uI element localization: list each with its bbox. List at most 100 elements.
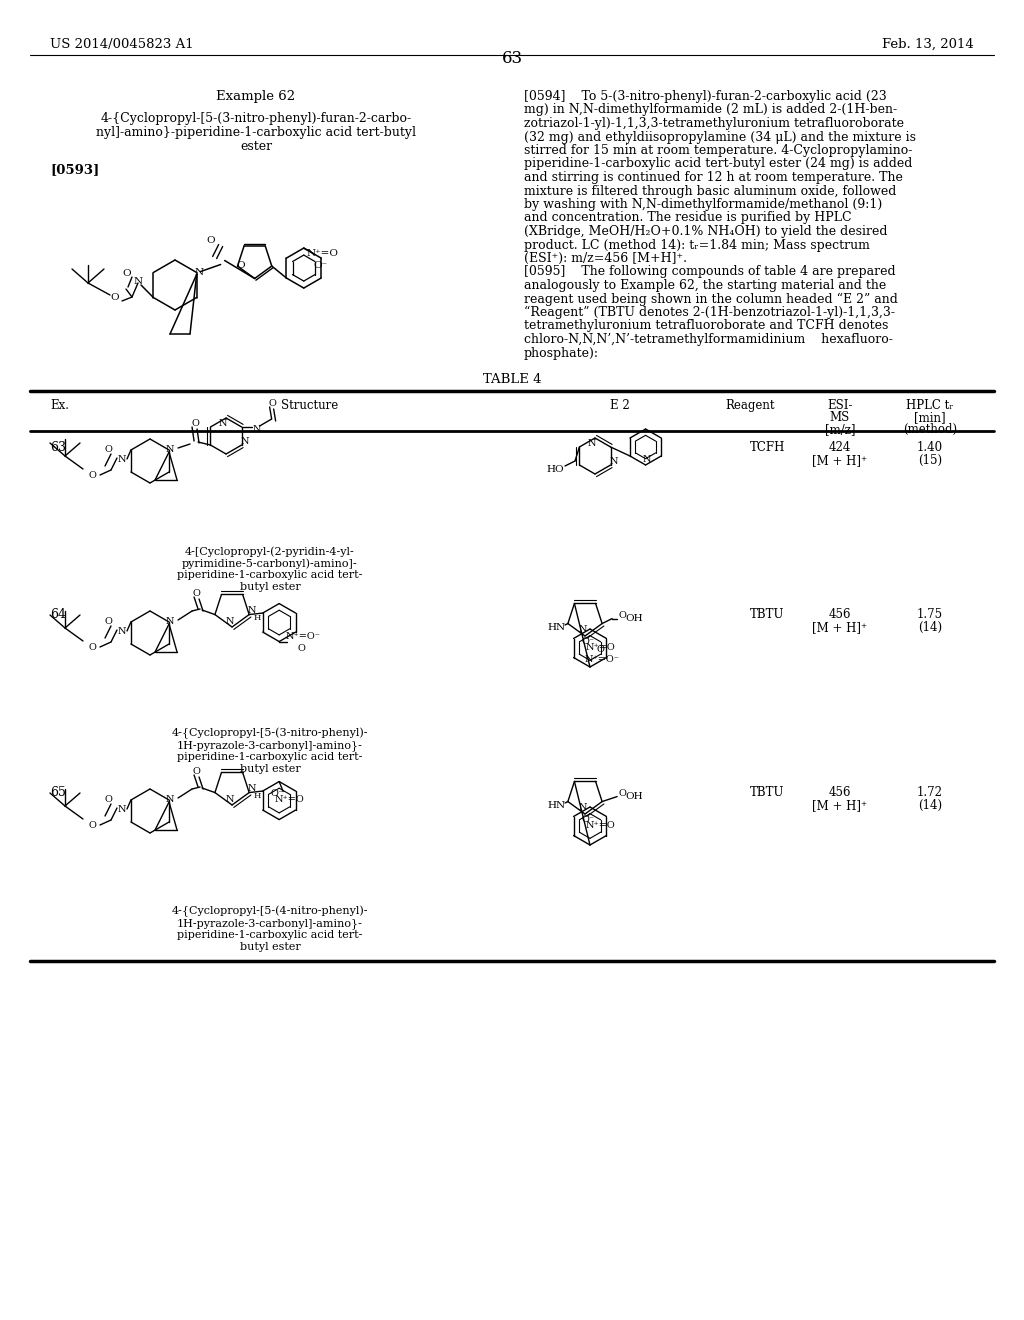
Text: OH: OH	[626, 792, 643, 801]
Text: Feb. 13, 2014: Feb. 13, 2014	[883, 38, 974, 51]
Text: mg) in N,N-dimethylformamide (2 mL) is added 2-(1H-ben-: mg) in N,N-dimethylformamide (2 mL) is a…	[524, 103, 897, 116]
Text: product. LC (method 14): tᵣ=1.84 min; Mass spectrum: product. LC (method 14): tᵣ=1.84 min; Ma…	[524, 239, 869, 252]
Text: 64: 64	[50, 609, 66, 620]
Text: N: N	[226, 795, 234, 804]
Text: O: O	[123, 269, 131, 279]
Text: HN: HN	[548, 801, 566, 810]
Text: N⁺=O: N⁺=O	[274, 795, 304, 804]
Text: O: O	[104, 618, 112, 627]
Text: OH: OH	[626, 614, 643, 623]
Text: O: O	[207, 236, 215, 246]
Text: 65: 65	[50, 785, 66, 799]
Text: [0595]    The following compounds of table 4 are prepared: [0595] The following compounds of table …	[524, 265, 896, 279]
Text: O⁻: O⁻	[582, 636, 595, 645]
Text: N: N	[579, 626, 587, 635]
Text: N: N	[166, 618, 174, 627]
Text: [0593]: [0593]	[50, 162, 99, 176]
Text: N⁺=O⁻: N⁺=O⁻	[286, 632, 321, 642]
Text: Ex.: Ex.	[50, 399, 69, 412]
Text: 456: 456	[828, 609, 851, 620]
Text: N: N	[219, 418, 227, 428]
Text: (14): (14)	[918, 799, 942, 812]
Text: piperidine-1-carboxylic acid tert-butyl ester (24 mg) is added: piperidine-1-carboxylic acid tert-butyl …	[524, 157, 912, 170]
Text: N⁺=O⁻: N⁺=O⁻	[585, 655, 620, 664]
Text: O: O	[297, 644, 305, 653]
Text: “Reagent” (TBTU denotes 2-(1H-benzotriazol-1-yl)-1,1,3,3-: “Reagent” (TBTU denotes 2-(1H-benzotriaz…	[524, 306, 895, 319]
Text: US 2014/0045823 A1: US 2014/0045823 A1	[50, 38, 194, 51]
Text: chloro-N,N,N’,N’-tetramethylformamidinium    hexafluoro-: chloro-N,N,N’,N’-tetramethylformamidiniu…	[524, 333, 893, 346]
Text: tetramethyluronium tetrafluoroborate and TCFH denotes: tetramethyluronium tetrafluoroborate and…	[524, 319, 889, 333]
Text: HO: HO	[546, 465, 564, 474]
Text: piperidine-1-carboxylic acid tert-: piperidine-1-carboxylic acid tert-	[177, 931, 362, 940]
Text: N: N	[252, 425, 261, 434]
Text: N: N	[248, 784, 256, 793]
Text: Example 62: Example 62	[216, 90, 296, 103]
Text: (method): (method)	[903, 422, 957, 436]
Text: 1H-pyrazole-3-carbonyl]-amino}-: 1H-pyrazole-3-carbonyl]-amino}-	[177, 917, 362, 929]
Text: O: O	[193, 767, 200, 776]
Text: H: H	[254, 614, 261, 622]
Text: 4-[Cyclopropyl-(2-pyridin-4-yl-: 4-[Cyclopropyl-(2-pyridin-4-yl-	[185, 546, 355, 557]
Text: O⁻: O⁻	[313, 260, 328, 269]
Text: N: N	[195, 268, 203, 277]
Text: (32 mg) and ethyldiisopropylamine (34 μL) and the mixture is: (32 mg) and ethyldiisopropylamine (34 μL…	[524, 131, 916, 144]
Text: 1.72: 1.72	[918, 785, 943, 799]
Text: Reagent: Reagent	[725, 399, 775, 412]
Text: O: O	[618, 789, 626, 799]
Text: 4-{Cyclopropyl-[5-(3-nitro-phenyl)-furan-2-carbo-: 4-{Cyclopropyl-[5-(3-nitro-phenyl)-furan…	[100, 112, 412, 125]
Text: N: N	[118, 454, 126, 463]
Text: N⁺=O: N⁺=O	[585, 643, 614, 652]
Text: O⁻: O⁻	[270, 789, 284, 799]
Text: 63: 63	[502, 50, 522, 67]
Text: pyrimidine-5-carbonyl)-amino]-: pyrimidine-5-carbonyl)-amino]-	[182, 558, 357, 569]
Text: O: O	[618, 611, 626, 620]
Text: E 2: E 2	[610, 399, 630, 412]
Text: O: O	[88, 470, 96, 479]
Text: butyl ester: butyl ester	[240, 582, 300, 591]
Text: piperidine-1-carboxylic acid tert-: piperidine-1-carboxylic acid tert-	[177, 570, 362, 579]
Text: O: O	[268, 399, 276, 408]
Text: mixture is filtered through basic aluminum oxide, followed: mixture is filtered through basic alumin…	[524, 185, 896, 198]
Text: N: N	[166, 796, 174, 804]
Text: phosphate):: phosphate):	[524, 346, 599, 359]
Text: N: N	[609, 457, 617, 466]
Text: analogously to Example 62, the starting material and the: analogously to Example 62, the starting …	[524, 279, 886, 292]
Text: O⁻: O⁻	[582, 814, 595, 824]
Text: N⁺=O: N⁺=O	[585, 821, 614, 829]
Text: 424: 424	[828, 441, 851, 454]
Text: (ESI⁺): m/z=456 [M+H]⁺.: (ESI⁺): m/z=456 [M+H]⁺.	[524, 252, 687, 265]
Text: HPLC tᵣ: HPLC tᵣ	[906, 399, 953, 412]
Text: [m/z]: [m/z]	[824, 422, 855, 436]
Text: N: N	[133, 277, 142, 286]
Text: O: O	[88, 643, 96, 652]
Text: 456: 456	[828, 785, 851, 799]
Text: ESI-: ESI-	[827, 399, 853, 412]
Text: [M + H]⁺: [M + H]⁺	[812, 799, 867, 812]
Text: H: H	[254, 792, 261, 800]
Text: and stirring is continued for 12 h at room temperature. The: and stirring is continued for 12 h at ro…	[524, 172, 903, 183]
Text: butyl ester: butyl ester	[240, 942, 300, 952]
Text: [0594]    To 5-(3-nitro-phenyl)-furan-2-carboxylic acid (23: [0594] To 5-(3-nitro-phenyl)-furan-2-car…	[524, 90, 887, 103]
Text: O: O	[237, 260, 245, 269]
Text: ester: ester	[240, 140, 272, 153]
Text: TABLE 4: TABLE 4	[482, 374, 542, 385]
Text: O: O	[191, 418, 199, 428]
Text: 1.75: 1.75	[916, 609, 943, 620]
Text: [min]: [min]	[914, 411, 946, 424]
Text: 1.40: 1.40	[916, 441, 943, 454]
Text: piperidine-1-carboxylic acid tert-: piperidine-1-carboxylic acid tert-	[177, 752, 362, 762]
Text: N: N	[579, 804, 587, 813]
Text: TBTU: TBTU	[750, 785, 784, 799]
Text: Structure: Structure	[282, 399, 339, 412]
Text: N: N	[226, 616, 234, 626]
Text: (XBridge, MeOH/H₂O+0.1% NH₄OH) to yield the desired: (XBridge, MeOH/H₂O+0.1% NH₄OH) to yield …	[524, 224, 888, 238]
Text: zotriazol-1-yl)-1,1,3,3-tetramethyluronium tetrafluoroborate: zotriazol-1-yl)-1,1,3,3-tetramethyluroni…	[524, 117, 904, 129]
Text: stirred for 15 min at room temperature. 4-Cyclopropylamino-: stirred for 15 min at room temperature. …	[524, 144, 912, 157]
Text: N⁺=O: N⁺=O	[307, 248, 339, 257]
Text: O: O	[596, 644, 604, 653]
Text: O: O	[111, 293, 120, 302]
Text: N: N	[642, 454, 651, 463]
Text: and concentration. The residue is purified by HPLC: and concentration. The residue is purifi…	[524, 211, 852, 224]
Text: reagent used being shown in the column headed “E 2” and: reagent used being shown in the column h…	[524, 293, 898, 306]
Text: O: O	[104, 446, 112, 454]
